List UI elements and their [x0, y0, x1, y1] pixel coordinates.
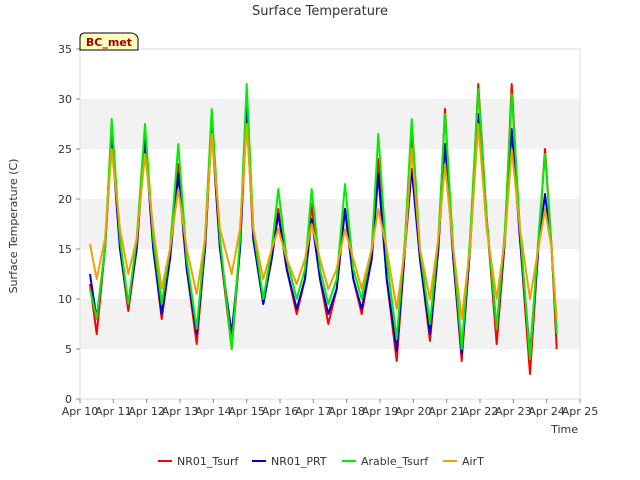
series-line-airt: [89, 123, 558, 320]
grid-bands: [80, 49, 580, 399]
y-tick-label: 35: [58, 43, 72, 56]
x-tick-label: Apr 20: [395, 405, 432, 418]
y-tick-label: 30: [58, 93, 72, 106]
x-tick-label: Apr 15: [228, 405, 265, 418]
chart-title: Surface Temperature: [252, 4, 388, 19]
y-tick-label: 5: [65, 343, 72, 356]
x-tick-label: Apr 16: [262, 405, 299, 418]
x-tick-label: Apr 21: [428, 405, 465, 418]
y-tick-label: 0: [65, 393, 72, 406]
grid-band: [80, 349, 580, 399]
site-badge-label: BC_met: [86, 36, 132, 49]
x-tick-label: Apr 12: [128, 405, 165, 418]
series-line-arable-tsurf: [89, 83, 558, 360]
plot-frame: [79, 48, 581, 400]
site-badge-box: [79, 32, 139, 51]
grid-band: [80, 149, 580, 199]
x-tick-label: Apr 14: [195, 405, 232, 418]
x-tick-label: Apr 11: [95, 405, 132, 418]
y-tick-label: 25: [58, 143, 72, 156]
y-axis-label: Surface Temperature (C): [7, 159, 20, 294]
x-tick-label: Apr 23: [495, 405, 532, 418]
series-layer: [89, 83, 558, 375]
x-tick-label: Apr 24: [528, 405, 565, 418]
x-tick-label: Apr 17: [295, 405, 332, 418]
y-tick-label: 10: [58, 293, 72, 306]
x-tick-label: Apr 22: [462, 405, 499, 418]
x-axis-label: Time: [550, 423, 578, 436]
grid-band: [80, 99, 580, 149]
site-badge: BC_met: [79, 32, 139, 51]
x-tick-label: Apr 13: [162, 405, 199, 418]
y-axis-ticks: 0 5 10 15 20 25 30 35: [58, 43, 80, 406]
y-tick-label: 20: [58, 193, 72, 206]
y-tick-label: 15: [58, 243, 72, 256]
x-tick-label: Apr 18: [328, 405, 365, 418]
grid-band: [80, 199, 580, 249]
legend-label: NR01_PRT: [271, 455, 327, 468]
legend-label: Arable_Tsurf: [361, 455, 429, 468]
legend-label: AirT: [462, 455, 484, 468]
grid-band: [80, 49, 580, 99]
x-tick-label: Apr 25: [562, 405, 599, 418]
x-tick-label: Apr 10: [62, 405, 99, 418]
x-tick-label: Apr 19: [362, 405, 399, 418]
legend-label: NR01_Tsurf: [177, 455, 239, 468]
legend: NR01_Tsurf NR01_PRT Arable_Tsurf AirT: [158, 455, 484, 468]
